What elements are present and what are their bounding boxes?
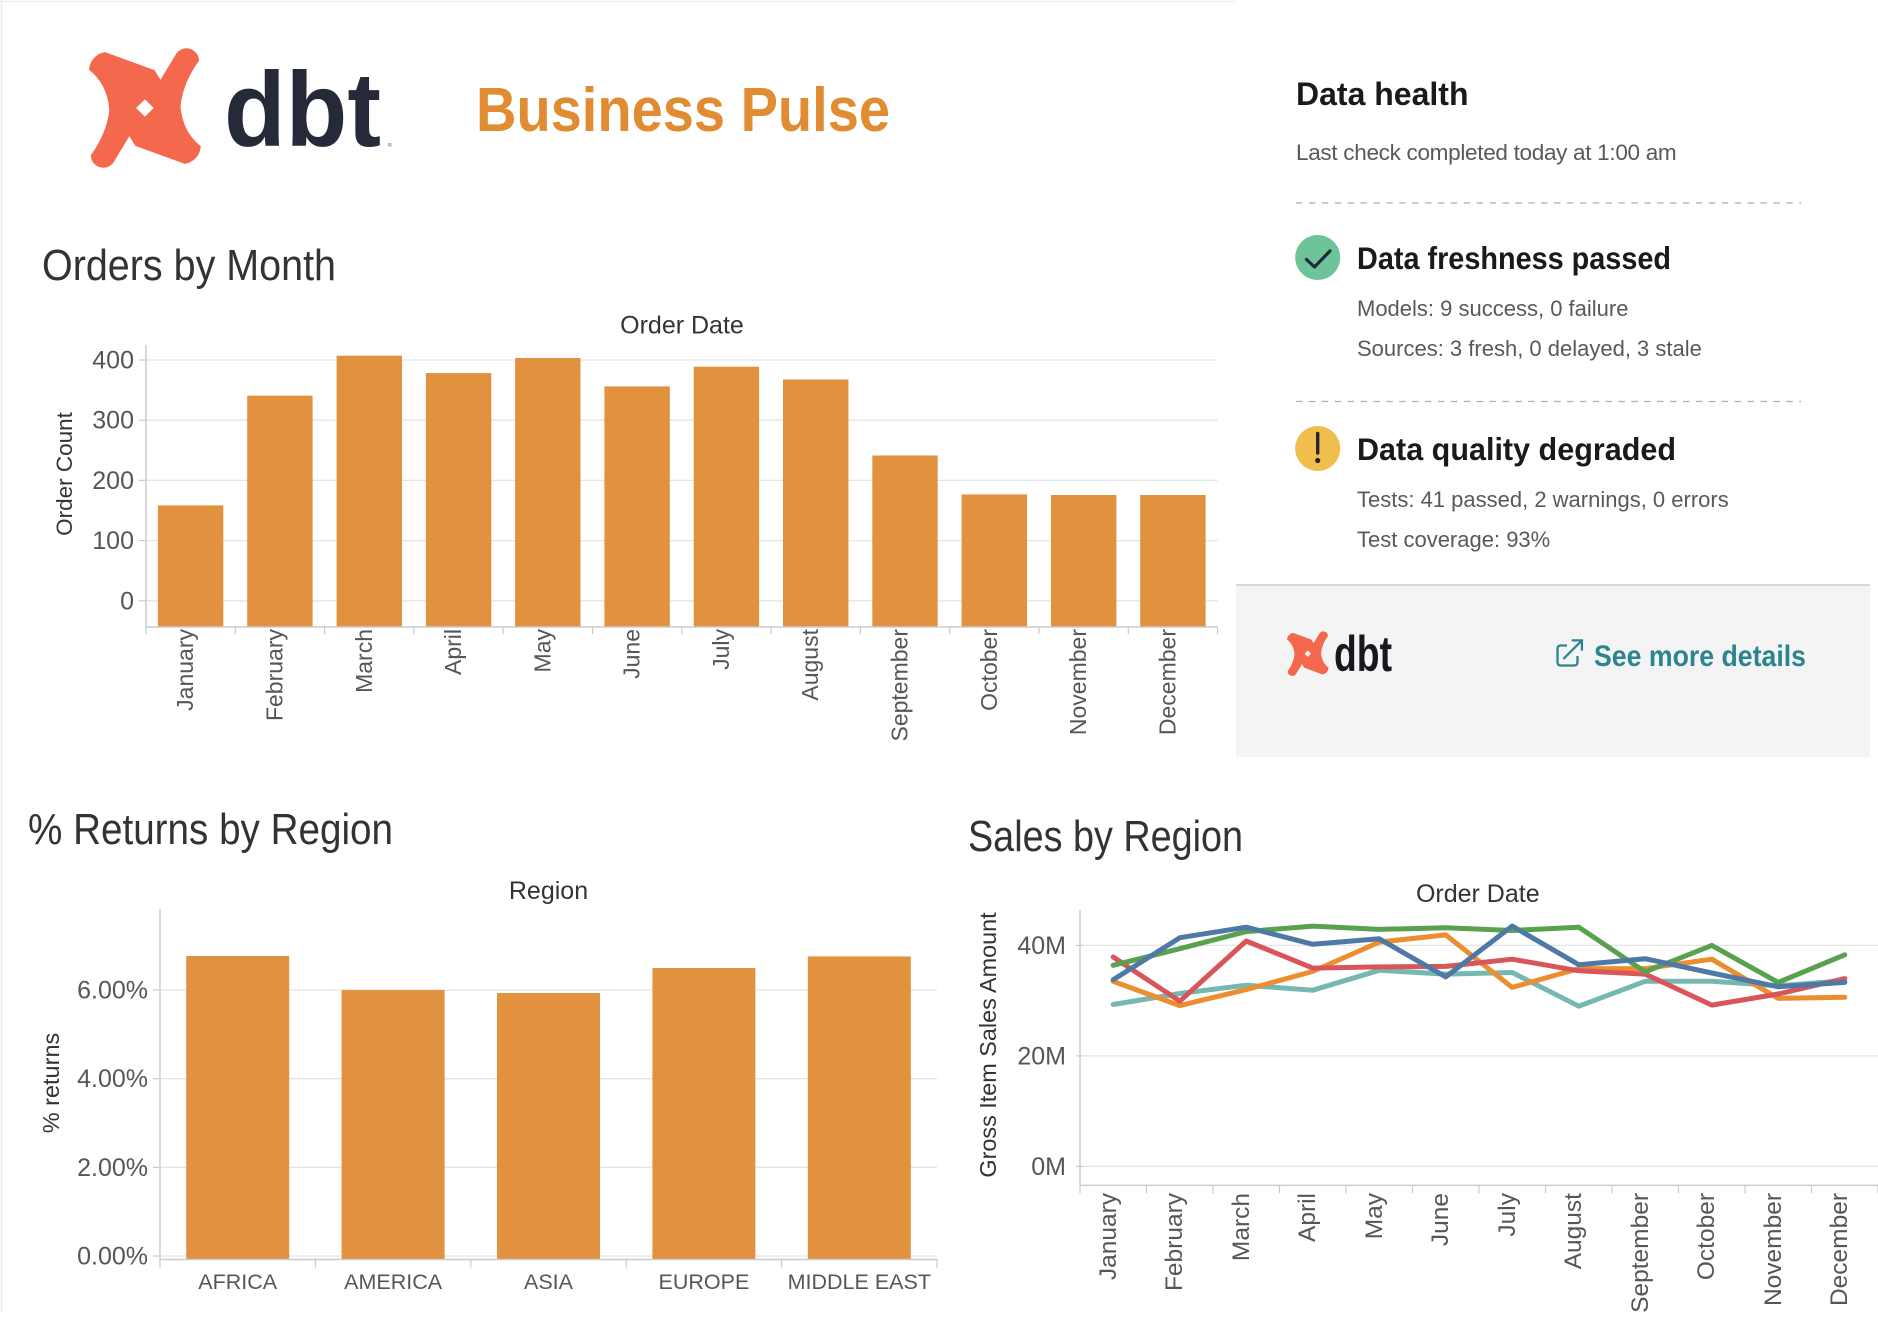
svg-text:2.00%: 2.00% <box>77 1154 148 1182</box>
svg-text:August: August <box>797 628 823 700</box>
svg-text:Sales by Region: Sales by Region <box>968 812 1243 861</box>
svg-text:100: 100 <box>92 527 134 555</box>
svg-text:May: May <box>1361 1192 1388 1239</box>
svg-text:200: 200 <box>92 467 134 495</box>
svg-text:20M: 20M <box>1017 1042 1066 1070</box>
svg-text:6.00%: 6.00% <box>77 977 148 1005</box>
svg-text:January: January <box>1095 1192 1122 1280</box>
svg-text:June: June <box>619 629 645 679</box>
svg-text:Order Date: Order Date <box>1416 880 1540 908</box>
svg-text:September: September <box>1627 1193 1654 1312</box>
svg-text:Sources: 3 fresh, 0 delayed, 3: Sources: 3 fresh, 0 delayed, 3 stale <box>1357 336 1702 361</box>
svg-text:July: July <box>1494 1192 1521 1236</box>
svg-text:Orders by Month: Orders by Month <box>42 241 336 290</box>
svg-text:February: February <box>1161 1192 1188 1291</box>
svg-text:Order Date: Order Date <box>620 312 744 340</box>
svg-text:December: December <box>1155 629 1181 735</box>
svg-text:September: September <box>887 629 913 742</box>
svg-text:Data freshness passed: Data freshness passed <box>1357 240 1671 276</box>
svg-text:MIDDLE EAST: MIDDLE EAST <box>788 1270 931 1294</box>
svg-text:300: 300 <box>92 407 134 435</box>
svg-text:March: March <box>1228 1193 1255 1261</box>
svg-text:40M: 40M <box>1017 932 1066 960</box>
svg-text:June: June <box>1427 1193 1454 1246</box>
svg-text:February: February <box>261 629 287 722</box>
svg-text:Test coverage: 93%: Test coverage: 93% <box>1357 527 1550 552</box>
svg-text:400: 400 <box>92 347 134 375</box>
svg-text:ASIA: ASIA <box>524 1270 574 1294</box>
svg-text:November: November <box>1065 629 1091 735</box>
svg-text:4.00%: 4.00% <box>77 1065 148 1093</box>
svg-text:See more details: See more details <box>1594 640 1806 673</box>
svg-text:October: October <box>1693 1193 1720 1280</box>
svg-text:Gross Item Sales Amount: Gross Item Sales Amount <box>975 912 1001 1178</box>
svg-text:AFRICA: AFRICA <box>198 1270 278 1294</box>
svg-text:March: March <box>351 629 377 693</box>
svg-text:EUROPE: EUROPE <box>658 1270 749 1294</box>
svg-text:% returns: % returns <box>38 1033 64 1134</box>
svg-text:April: April <box>1294 1193 1321 1242</box>
svg-text:dbt: dbt <box>1334 626 1392 682</box>
svg-text:May: May <box>529 629 555 673</box>
svg-text:December: December <box>1826 1193 1853 1306</box>
svg-text:Region: Region <box>509 877 588 905</box>
svg-text:Models: 9 success, 0 failure: Models: 9 success, 0 failure <box>1357 296 1628 321</box>
svg-text:August: August <box>1560 1193 1587 1269</box>
svg-text:0: 0 <box>120 587 134 615</box>
svg-text:April: April <box>440 629 466 675</box>
svg-text:November: November <box>1760 1193 1787 1306</box>
svg-text:0.00%: 0.00% <box>77 1243 148 1271</box>
svg-text:Data health: Data health <box>1296 76 1468 112</box>
svg-text:July: July <box>708 629 734 670</box>
svg-text:Tests: 41 passed, 2 warnings,: Tests: 41 passed, 2 warnings, 0 errors <box>1357 487 1729 512</box>
svg-text:Last check completed today at: Last check completed today at 1:00 am <box>1296 140 1676 165</box>
svg-text:Business Pulse: Business Pulse <box>476 76 890 145</box>
svg-text:% Returns by Region: % Returns by Region <box>28 805 393 854</box>
svg-text:0M: 0M <box>1031 1153 1066 1181</box>
svg-text:Order Count: Order Count <box>52 411 77 536</box>
svg-text:AMERICA: AMERICA <box>344 1270 443 1294</box>
svg-text:October: October <box>976 629 1002 711</box>
svg-text:January: January <box>172 629 198 711</box>
svg-text:dbt: dbt <box>224 51 381 169</box>
svg-text:Data quality degraded: Data quality degraded <box>1357 431 1676 467</box>
